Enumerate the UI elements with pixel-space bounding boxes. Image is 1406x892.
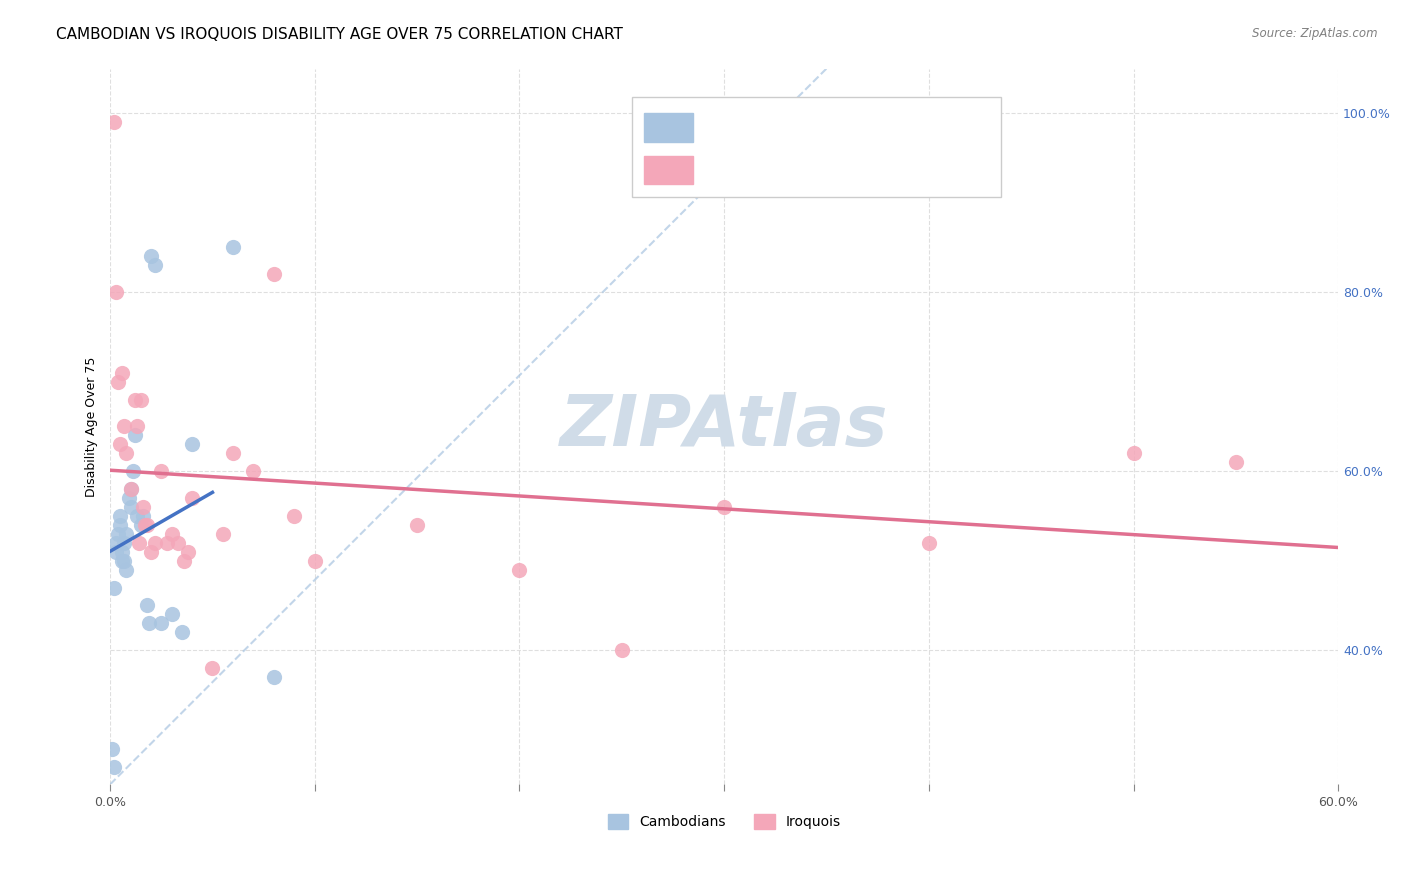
Point	[177, 545, 200, 559]
Point	[242, 464, 264, 478]
Point	[115, 563, 138, 577]
Point	[1122, 446, 1144, 460]
Point	[134, 517, 156, 532]
Point	[114, 536, 136, 550]
FancyBboxPatch shape	[644, 156, 693, 185]
Text: 0.357: 0.357	[718, 115, 766, 129]
Point	[110, 508, 132, 523]
Point	[139, 545, 162, 559]
Text: ZIPAtlas: ZIPAtlas	[560, 392, 889, 461]
Point	[143, 536, 166, 550]
Point	[129, 517, 152, 532]
Point	[1225, 455, 1247, 469]
Point	[173, 554, 195, 568]
Point	[150, 616, 173, 631]
Point	[610, 643, 633, 657]
Text: Source: ZipAtlas.com: Source: ZipAtlas.com	[1253, 27, 1378, 40]
Point	[211, 526, 233, 541]
Point	[166, 536, 188, 550]
FancyBboxPatch shape	[644, 113, 693, 142]
Point	[125, 419, 148, 434]
Point	[136, 517, 159, 532]
Point	[107, 526, 129, 541]
Point	[181, 491, 204, 505]
Point	[150, 464, 173, 478]
Point	[304, 554, 326, 568]
Point	[111, 554, 134, 568]
Text: N = 38: N = 38	[817, 158, 873, 173]
Point	[103, 115, 125, 129]
Point	[120, 482, 142, 496]
Point	[222, 446, 245, 460]
Point	[181, 437, 204, 451]
Point	[121, 464, 143, 478]
Point	[107, 375, 129, 389]
Point	[105, 545, 128, 559]
Point	[101, 741, 124, 756]
Point	[125, 508, 148, 523]
Point	[110, 517, 132, 532]
Point	[170, 625, 193, 640]
Point	[283, 508, 305, 523]
Text: R = 0.357   N = 32: R = 0.357 N = 32	[662, 115, 807, 129]
Text: CAMBODIAN VS IROQUOIS DISABILITY AGE OVER 75 CORRELATION CHART: CAMBODIAN VS IROQUOIS DISABILITY AGE OVE…	[56, 27, 623, 42]
Point	[406, 517, 429, 532]
Point	[105, 285, 128, 300]
Point	[124, 392, 146, 407]
Point	[138, 616, 160, 631]
Point	[160, 607, 183, 622]
Point	[918, 536, 941, 550]
Point	[110, 437, 132, 451]
Point	[111, 545, 134, 559]
Point	[114, 554, 136, 568]
Legend: Cambodians, Iroquois: Cambodians, Iroquois	[602, 809, 846, 835]
Text: R = 0.183   N = 38: R = 0.183 N = 38	[662, 158, 807, 173]
Point	[120, 500, 142, 514]
Point	[201, 661, 224, 675]
Point	[132, 508, 155, 523]
Point	[117, 491, 139, 505]
FancyBboxPatch shape	[633, 97, 1001, 197]
Point	[105, 536, 128, 550]
Point	[124, 428, 146, 442]
Point	[103, 759, 125, 773]
Point	[222, 240, 245, 254]
Point	[115, 446, 138, 460]
Y-axis label: Disability Age Over 75: Disability Age Over 75	[86, 356, 98, 497]
Point	[120, 482, 142, 496]
Point	[128, 536, 150, 550]
Point	[136, 599, 159, 613]
Text: 0.183: 0.183	[718, 158, 766, 173]
Point	[143, 259, 166, 273]
Point	[132, 500, 155, 514]
Point	[156, 536, 179, 550]
Point	[111, 366, 134, 380]
Point	[263, 268, 285, 282]
Point	[508, 563, 530, 577]
Point	[129, 392, 152, 407]
Point	[139, 249, 162, 263]
Point	[115, 526, 138, 541]
Point	[103, 581, 125, 595]
Point	[114, 419, 136, 434]
Point	[160, 526, 183, 541]
Text: N = 32: N = 32	[817, 115, 873, 129]
Point	[713, 500, 735, 514]
Point	[263, 670, 285, 684]
